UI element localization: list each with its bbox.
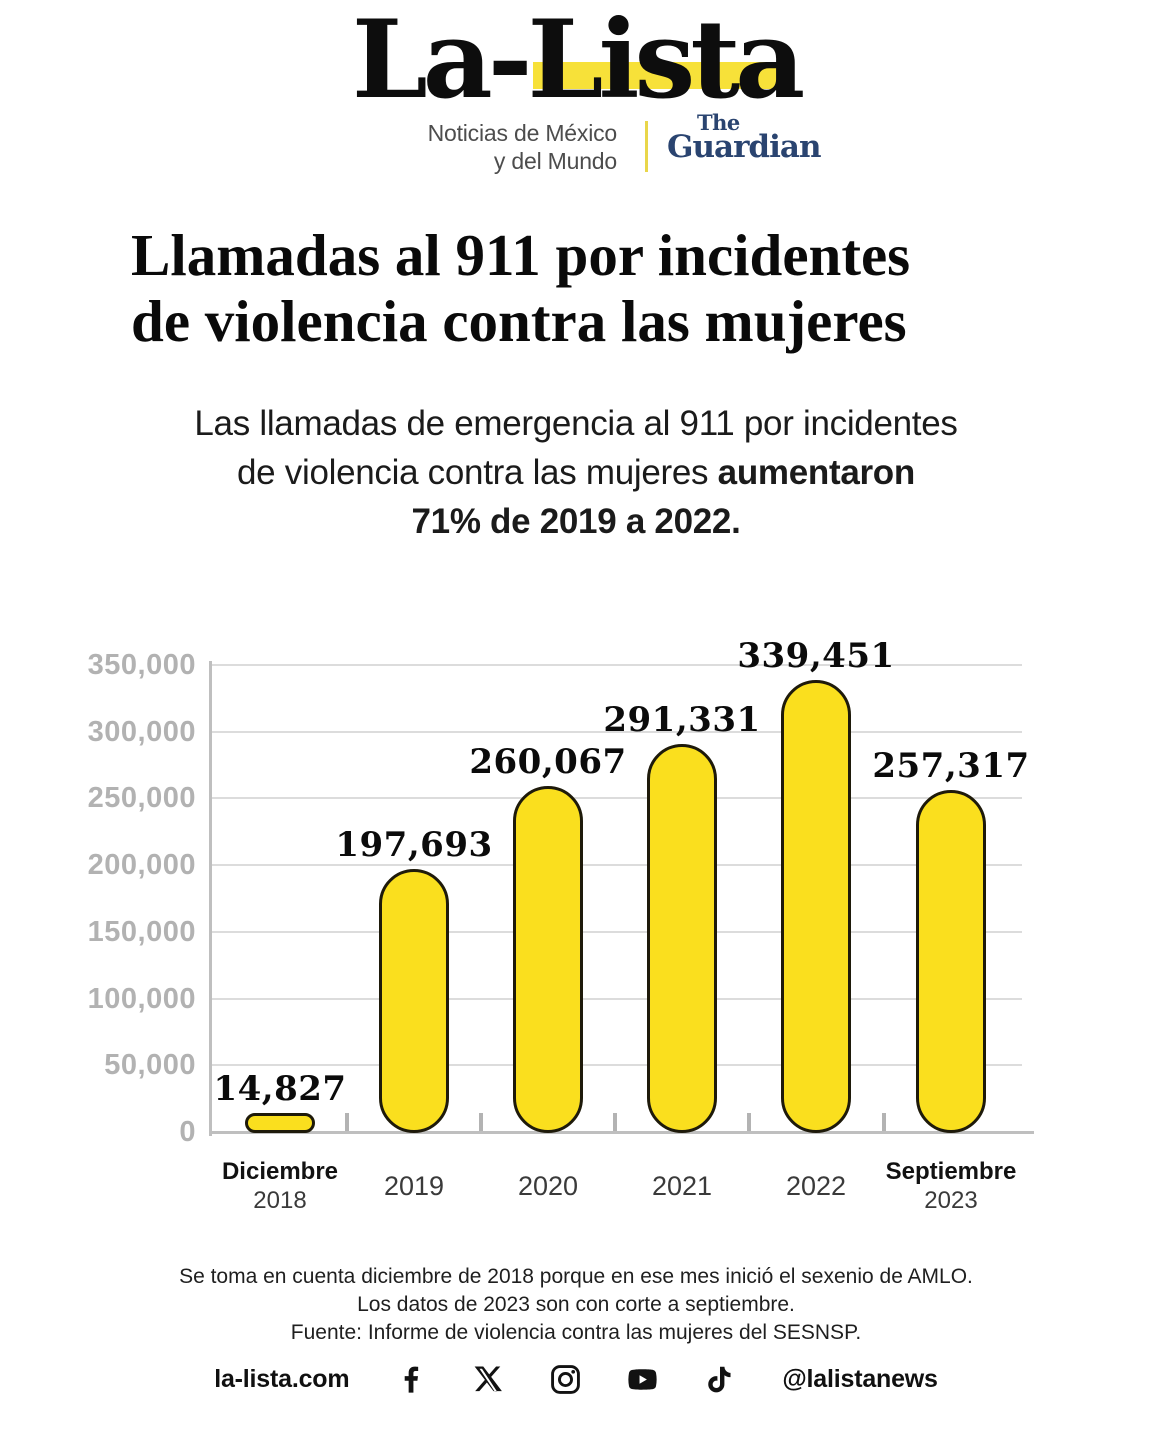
subtitle-line1: Las llamadas de emergencia al 911 por in… xyxy=(194,404,958,443)
guardian-logo-line1: The xyxy=(697,110,740,135)
x-axis-label-line1: 2019 xyxy=(383,1170,445,1201)
x-axis-label: 2020 xyxy=(463,1154,633,1218)
social-handle: @lalistanews xyxy=(782,1364,938,1393)
y-axis-label: 100,000 xyxy=(87,982,196,1015)
tagline-line1: Noticias de México xyxy=(427,120,618,146)
bar xyxy=(916,790,986,1133)
x-axis-line xyxy=(209,1131,1034,1134)
y-axis-label: 0 xyxy=(179,1116,196,1148)
x-axis-label-line1: 2020 xyxy=(517,1170,579,1201)
gridline xyxy=(212,864,1022,867)
subtitle-line3-bold: 71% de 2019 a 2022. xyxy=(411,502,741,541)
page-title-line2: de violencia contra las mujeres xyxy=(131,288,907,354)
gridline xyxy=(212,797,1022,800)
bar-value-label: 260,067 xyxy=(469,742,627,782)
x-axis-tick xyxy=(881,1113,886,1132)
page-subtitle: Las llamadas de emergencia al 911 por in… xyxy=(76,399,1076,546)
x-axis-tick xyxy=(613,1113,617,1132)
subtitle-line2-bold: aumentaron xyxy=(717,453,916,492)
bar xyxy=(513,786,583,1133)
footnote-line2: Los datos de 2023 son con corte a septie… xyxy=(357,1293,795,1316)
gridline xyxy=(212,930,1022,933)
x-twitter-icon xyxy=(472,1363,505,1396)
bar-value-label: 339,451 xyxy=(737,636,895,676)
logo-divider xyxy=(645,121,648,172)
x-axis-label: Diciembre 2018 xyxy=(195,1154,365,1218)
y-axis-label: 150,000 xyxy=(87,915,196,948)
wordmark-highlight-bar xyxy=(533,62,790,89)
x-axis-label-line1: Septiembre xyxy=(885,1158,1017,1185)
footer: la-lista.com @lalistanews xyxy=(0,1350,1152,1408)
subtitle-line2: de violencia contra las mujeres aumentar… xyxy=(76,448,1076,497)
la-lista-logo: La-Lista xyxy=(351,0,805,123)
bar xyxy=(245,1113,315,1133)
facebook-icon xyxy=(395,1363,428,1396)
bar-value-label: 291,331 xyxy=(603,700,761,740)
youtube-icon xyxy=(626,1363,659,1396)
gridline xyxy=(212,997,1022,1000)
gridline xyxy=(212,1064,1022,1067)
y-axis-label: 50,000 xyxy=(104,1049,196,1082)
website-url: la-lista.com xyxy=(214,1364,350,1393)
x-axis-label: Septiembre 2023 xyxy=(866,1154,1036,1218)
bar-value-label: 257,317 xyxy=(872,746,1030,786)
x-axis-label-line2: 2018 xyxy=(253,1187,307,1214)
tiktok-icon xyxy=(703,1363,736,1396)
guardian-logo-line2: Guardian xyxy=(667,129,822,165)
bar xyxy=(647,744,717,1133)
x-axis-label: 2021 xyxy=(597,1154,767,1218)
y-axis-line xyxy=(209,661,212,1136)
subtitle-line3: 71% de 2019 a 2022. xyxy=(76,497,1076,546)
x-axis-tick xyxy=(479,1113,483,1132)
x-axis-label-line1: Diciembre xyxy=(221,1158,339,1185)
subtitle-line2-regular: de violencia contra las mujeres xyxy=(237,453,718,492)
x-axis-label-line1: 2021 xyxy=(651,1170,713,1201)
gridline xyxy=(212,664,1022,666)
social-icon-row xyxy=(395,1363,736,1396)
x-axis-label: 2019 xyxy=(329,1154,499,1218)
logo-tagline: Noticias de México y del Mundo xyxy=(395,119,618,175)
bar-value-label: 197,693 xyxy=(335,825,493,865)
footnote-line3: Fuente: Informe de violencia contra las … xyxy=(290,1321,862,1344)
x-axis-tick xyxy=(345,1113,349,1132)
footnote: Se toma en cuenta diciembre de 2018 porq… xyxy=(76,1263,1076,1347)
x-axis-label-line1: 2022 xyxy=(785,1170,847,1201)
y-axis-label: 200,000 xyxy=(87,849,196,882)
y-axis-label: 350,000 xyxy=(87,649,196,681)
x-axis-label-line2: 2023 xyxy=(924,1187,978,1214)
y-axis-label: 250,000 xyxy=(87,782,196,815)
instagram-icon xyxy=(549,1363,582,1396)
page-title: Llamadas al 911 por incidentes de violen… xyxy=(131,222,1091,354)
page-title-line1: Llamadas al 911 por incidentes xyxy=(131,222,911,288)
bar-value-label: 14,827 xyxy=(213,1069,347,1109)
tagline-line2: y del Mundo xyxy=(493,148,617,174)
footnote-line1: Se toma en cuenta diciembre de 2018 porq… xyxy=(179,1265,973,1288)
bar xyxy=(781,680,851,1133)
the-guardian-logo: The Guardian xyxy=(667,110,822,165)
x-axis-tick xyxy=(747,1113,751,1132)
y-axis-label: 300,000 xyxy=(87,715,196,748)
gridline xyxy=(212,730,1022,733)
bar xyxy=(379,869,449,1133)
x-axis-label: 2022 xyxy=(731,1154,901,1218)
